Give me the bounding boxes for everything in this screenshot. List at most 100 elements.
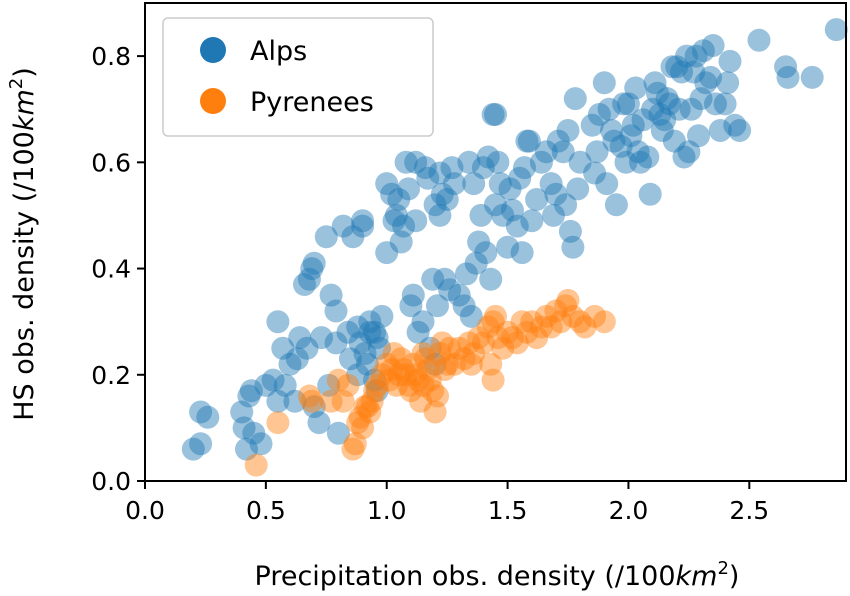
- data-point: [481, 103, 505, 126]
- legend-label-alps: Alps: [250, 36, 307, 67]
- data-point: [421, 379, 445, 403]
- data-point: [428, 342, 452, 365]
- data-point: [675, 44, 698, 68]
- data-point: [500, 326, 524, 350]
- data-point: [658, 92, 681, 116]
- data-point: [355, 352, 379, 376]
- legend: Alps Pyrenees: [162, 17, 434, 137]
- data-point: [300, 257, 324, 281]
- data-point: [261, 368, 285, 392]
- data-point: [426, 384, 449, 408]
- data-point: [774, 55, 798, 79]
- data-point: [558, 219, 582, 243]
- data-point: [484, 193, 507, 217]
- data-point: [363, 379, 387, 403]
- data-point: [488, 172, 512, 196]
- data-point: [351, 214, 375, 238]
- series-alps: [181, 18, 848, 461]
- data-point: [566, 177, 590, 201]
- data-point: [319, 389, 343, 413]
- data-point: [580, 113, 604, 137]
- data-point: [486, 150, 510, 174]
- data-point: [563, 87, 587, 111]
- data-point: [346, 315, 370, 339]
- data-point: [718, 49, 742, 73]
- data-point: [331, 214, 355, 238]
- data-point: [346, 411, 370, 435]
- legend-box: [162, 17, 434, 137]
- data-point: [302, 251, 326, 275]
- data-point: [189, 432, 213, 456]
- data-point: [397, 177, 420, 201]
- data-point: [498, 177, 522, 201]
- data-point: [648, 103, 672, 126]
- data-point: [638, 182, 662, 206]
- data-point: [249, 432, 273, 456]
- data-point: [728, 119, 752, 142]
- data-point: [662, 129, 686, 153]
- data-point: [297, 384, 321, 408]
- data-point: [433, 267, 457, 291]
- data-point: [462, 172, 486, 196]
- data-point: [474, 241, 498, 265]
- data-point: [616, 92, 640, 116]
- data-point: [355, 395, 379, 419]
- data-point: [387, 363, 411, 387]
- data-point: [517, 129, 541, 153]
- data-point: [631, 108, 655, 132]
- data-point: [704, 92, 727, 116]
- data-point: [556, 119, 580, 142]
- legend-marker-pyrenees: [200, 88, 226, 114]
- data-point: [660, 55, 684, 79]
- data-point: [551, 140, 575, 164]
- data-point: [515, 129, 539, 153]
- data-point: [348, 405, 372, 429]
- data-point: [326, 368, 350, 392]
- data-point: [515, 320, 539, 344]
- data-point: [496, 320, 520, 344]
- data-point: [500, 198, 524, 222]
- data-point: [587, 103, 611, 126]
- x-axis-label: Precipitation obs. density (/100km2): [255, 558, 740, 592]
- data-point: [479, 267, 503, 291]
- data-point: [293, 273, 316, 296]
- data-point: [426, 294, 449, 318]
- data-point: [672, 145, 696, 169]
- data-point: [254, 373, 278, 397]
- data-point: [476, 145, 500, 169]
- data-point: [670, 60, 694, 84]
- data-point: [534, 140, 558, 164]
- data-point: [336, 373, 360, 397]
- data-point: [368, 336, 391, 360]
- data-point: [554, 294, 578, 318]
- data-point: [602, 129, 626, 153]
- data-point: [455, 262, 478, 286]
- data-point: [297, 267, 321, 291]
- data-point: [399, 379, 423, 403]
- data-point: [687, 124, 710, 148]
- data-point: [196, 405, 220, 429]
- data-point: [525, 188, 549, 211]
- data-point: [346, 363, 370, 387]
- data-point: [677, 140, 701, 164]
- data-point: [242, 421, 266, 445]
- data-point: [665, 55, 689, 79]
- data-point: [428, 161, 452, 185]
- data-point: [641, 97, 665, 121]
- data-point: [266, 310, 290, 334]
- x-tick-label: 2.5: [729, 496, 769, 525]
- data-point: [394, 363, 418, 387]
- data-point: [413, 347, 437, 371]
- data-point: [442, 352, 466, 376]
- data-point: [430, 331, 454, 355]
- data-point: [452, 347, 476, 371]
- data-point: [401, 283, 425, 307]
- data-point: [411, 342, 435, 365]
- data-point: [411, 373, 435, 397]
- data-point: [776, 65, 800, 89]
- data-point: [667, 97, 691, 121]
- data-point: [481, 368, 505, 392]
- data-point: [285, 347, 309, 371]
- data-point: [655, 87, 679, 111]
- data-point: [723, 113, 747, 137]
